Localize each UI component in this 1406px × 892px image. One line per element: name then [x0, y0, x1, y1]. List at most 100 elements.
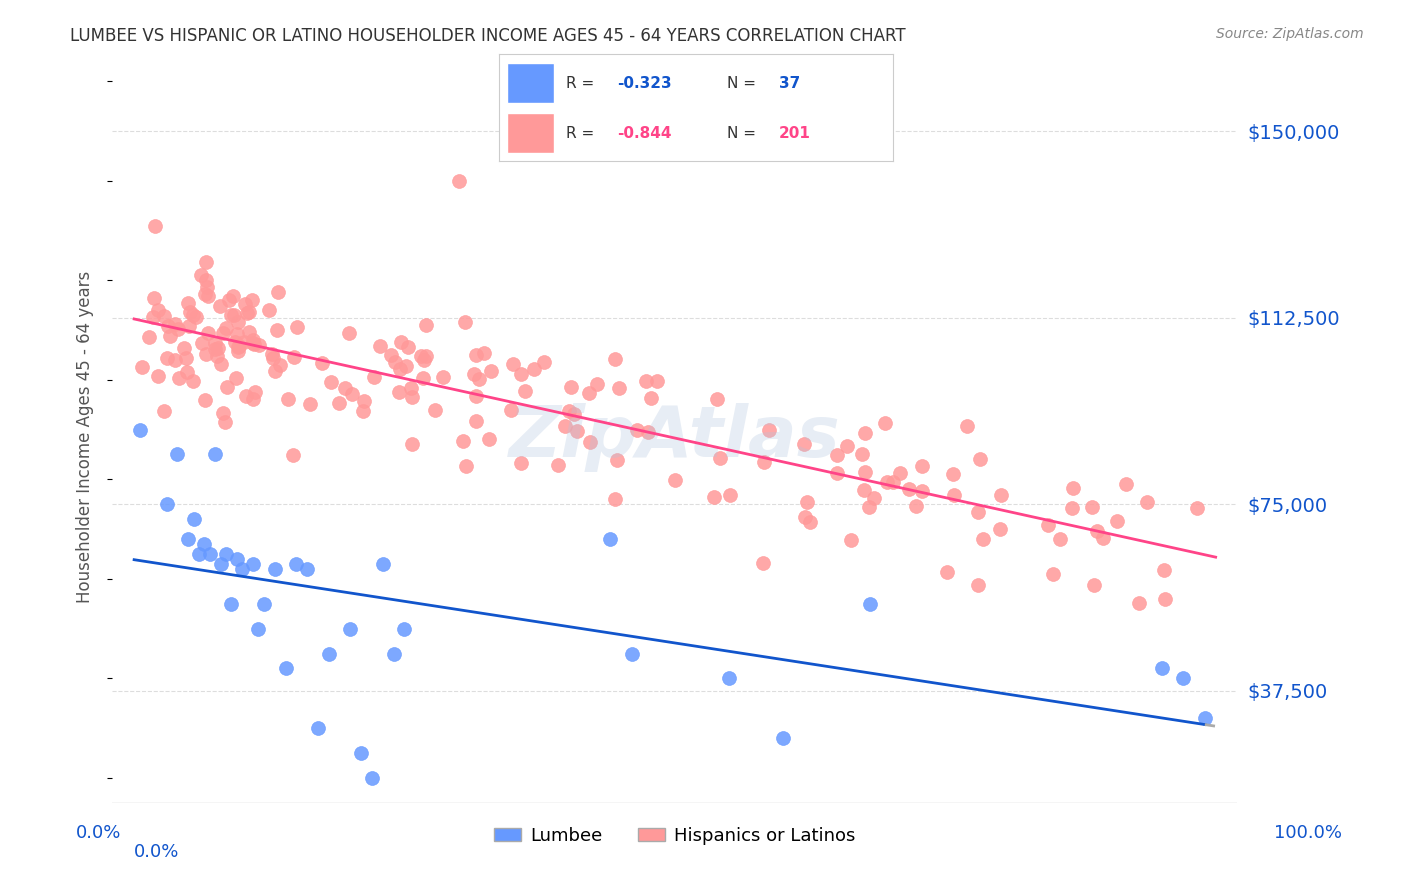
Point [221, 597, 243, 611]
Point [215, 379, 238, 393]
Point [718, 488, 741, 502]
Point [432, 369, 454, 384]
Point [851, 447, 873, 461]
Point [454, 458, 477, 473]
Point [242, 392, 264, 406]
Point [225, 370, 247, 384]
Point [1153, 591, 1175, 606]
Point [204, 448, 226, 462]
Point [502, 358, 524, 372]
Point [179, 305, 201, 319]
Point [156, 351, 179, 365]
Point [454, 315, 477, 329]
Point [233, 297, 256, 311]
Point [186, 310, 208, 324]
Point [911, 459, 934, 474]
Point [222, 289, 245, 303]
Point [197, 289, 219, 303]
Point [236, 306, 259, 320]
Point [247, 622, 270, 636]
Point [942, 467, 965, 482]
Point [243, 337, 266, 351]
Point [167, 370, 190, 384]
Point [177, 532, 200, 546]
Point [509, 367, 531, 381]
Point [464, 414, 486, 428]
Point [796, 495, 818, 509]
Point [319, 375, 342, 389]
Point [226, 327, 249, 342]
Point [703, 490, 725, 504]
Point [228, 341, 250, 355]
Point [1150, 661, 1173, 675]
Point [195, 280, 218, 294]
Point [165, 353, 187, 368]
Point [388, 384, 411, 399]
Point [207, 341, 229, 355]
Point [579, 434, 602, 449]
Point [231, 562, 253, 576]
Text: N =: N = [727, 76, 761, 91]
Point [664, 473, 686, 487]
Point [578, 385, 600, 400]
Point [131, 360, 153, 375]
Point [194, 287, 217, 301]
Point [1107, 514, 1129, 528]
Point [560, 380, 582, 394]
Text: -0.323: -0.323 [617, 76, 672, 91]
Point [263, 562, 285, 576]
Point [233, 335, 256, 350]
Point [285, 557, 308, 571]
Point [562, 407, 585, 421]
Point [222, 308, 245, 322]
Point [318, 647, 340, 661]
Point [226, 315, 249, 329]
Point [967, 577, 990, 591]
Point [352, 404, 374, 418]
Point [794, 510, 817, 524]
Point [401, 390, 423, 404]
Point [142, 310, 165, 325]
Point [193, 537, 215, 551]
Point [1036, 518, 1059, 533]
Point [605, 492, 627, 507]
Point [499, 403, 522, 417]
Point [988, 522, 1011, 536]
Point [1049, 532, 1071, 546]
Point [1173, 672, 1195, 686]
Point [1153, 563, 1175, 577]
Point [177, 295, 200, 310]
Point [876, 475, 898, 489]
Point [253, 597, 276, 611]
Point [181, 308, 204, 322]
Point [388, 362, 411, 376]
Point [274, 661, 297, 675]
Point [242, 333, 264, 347]
Point [533, 355, 555, 369]
Point [340, 386, 363, 401]
Point [605, 352, 627, 367]
Point [235, 389, 257, 403]
Point [283, 351, 305, 365]
Point [799, 515, 821, 529]
Point [190, 268, 212, 283]
Point [585, 376, 607, 391]
Point [472, 346, 495, 360]
Point [853, 425, 876, 440]
Point [264, 364, 287, 378]
Point [415, 318, 437, 333]
Point [371, 557, 394, 571]
Point [257, 303, 280, 318]
Point [339, 622, 361, 636]
Point [835, 439, 858, 453]
Point [157, 318, 180, 333]
Point [853, 483, 876, 498]
Point [882, 475, 904, 489]
Point [395, 359, 418, 373]
Point [863, 491, 886, 506]
FancyBboxPatch shape [508, 63, 554, 103]
Point [245, 385, 267, 400]
Point [380, 348, 402, 362]
Point [166, 448, 188, 462]
Point [335, 381, 357, 395]
